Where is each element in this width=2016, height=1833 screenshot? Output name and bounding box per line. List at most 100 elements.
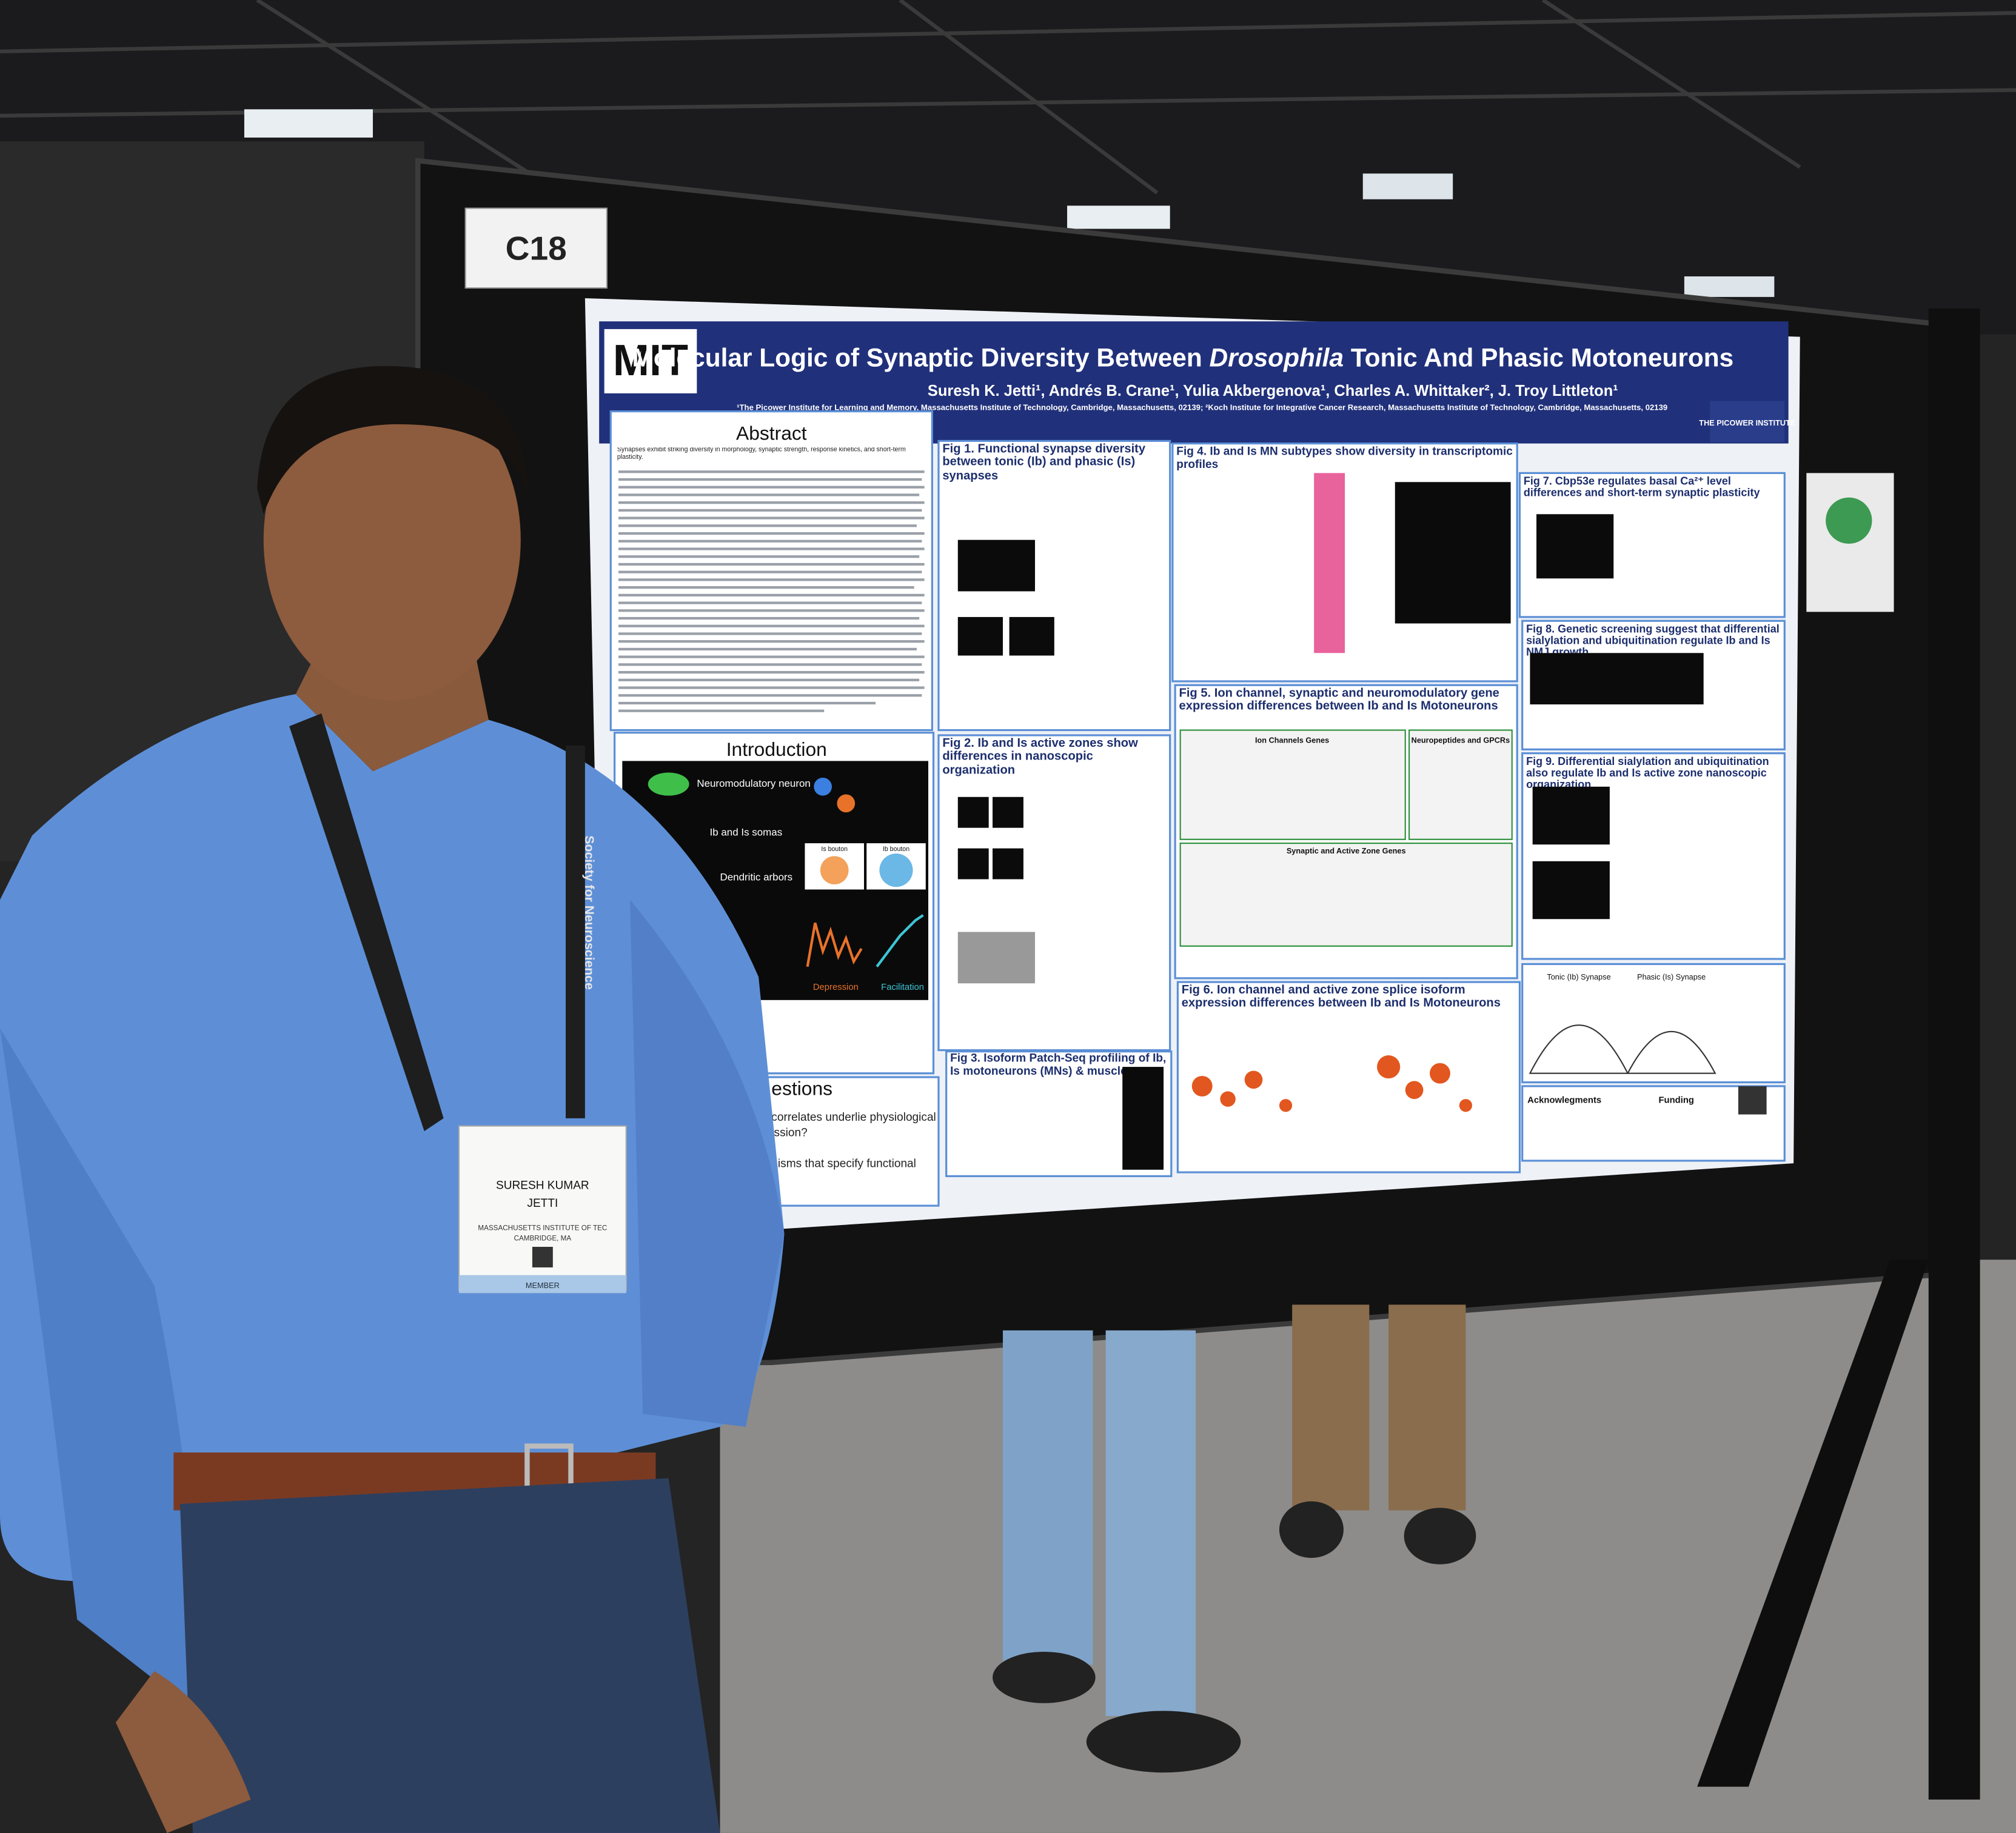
intro-label: Ib and Is somas bbox=[710, 826, 783, 838]
fig-title-box: Fig 6. Ion channel and active zone splic… bbox=[1181, 984, 1501, 1011]
soma bbox=[814, 777, 832, 796]
poster-authors: Suresh K. Jetti¹, Andrés B. Crane¹, Yuli… bbox=[928, 382, 1618, 399]
fig-title-box: Fig 5. Ion channel, synaptic and neuromo… bbox=[1179, 687, 1499, 714]
abstract-text: Synapses exhibit striking diversity in m… bbox=[617, 447, 906, 461]
synapse-drawing bbox=[1529, 1024, 1629, 1074]
figure-title: Fig 6. Ion channel and active zone splic… bbox=[1181, 984, 1501, 1011]
fig-title-box: Fig 9. Differential sialylation and ubiq… bbox=[1526, 755, 1769, 790]
intro-label: Dendritic arbors bbox=[720, 872, 793, 883]
neuron-cell bbox=[648, 772, 689, 796]
question-line: correlates underlie physiological bbox=[771, 1111, 936, 1124]
jeans bbox=[179, 1478, 720, 1833]
intro-label: Depression bbox=[813, 983, 859, 992]
fig-title-box: Fig 1. Functional synapse diversity betw… bbox=[942, 443, 1146, 483]
figure-title: Fig 8. Genetic screening suggest that di… bbox=[1526, 623, 1780, 657]
side-card-icon bbox=[1826, 497, 1872, 544]
section-heading: Acknowlegments bbox=[1527, 1095, 1601, 1105]
shirt-sleeve bbox=[630, 900, 785, 1427]
figure-title: Fig 1. Functional synapse diversity betw… bbox=[942, 443, 1146, 483]
figure-title: Fig 7. Cbp53e regulates basal Ca²⁺ level… bbox=[1523, 475, 1760, 499]
poster-affiliations: ¹The Picower Institute for Learning and … bbox=[737, 403, 1668, 413]
figure-title: Fig 9. Differential sialylation and ubiq… bbox=[1526, 755, 1769, 790]
heatmap bbox=[1314, 473, 1345, 653]
section-heading: Abstract bbox=[736, 422, 807, 444]
poster: MIT Molecular Logic of Synaptic Diversit… bbox=[584, 298, 1800, 1241]
board-leg bbox=[1697, 1260, 1929, 1787]
shirt-sleeve bbox=[0, 1028, 196, 1710]
title-part: Molecular Logic of Synaptic Diversity Be… bbox=[632, 343, 1210, 372]
badge-name: SURESH KUMAR bbox=[496, 1180, 589, 1192]
intro-label: Ib bouton bbox=[883, 846, 909, 853]
depression-trace bbox=[806, 923, 863, 967]
figure-panel bbox=[1176, 981, 1521, 1174]
figure-title: Fig 2. Ib and Is active zones show diffe… bbox=[942, 738, 1138, 777]
soma bbox=[837, 794, 856, 813]
lanyard-text: Society for Neuroscience bbox=[582, 835, 596, 990]
microscopy-images bbox=[957, 482, 1704, 1170]
badge-institution: CAMBRIDGE, MA bbox=[514, 1234, 572, 1242]
section-heading: Funding bbox=[1658, 1095, 1693, 1105]
synapse-schematic-panel bbox=[1521, 963, 1786, 1084]
abstract-text-lines bbox=[618, 470, 925, 712]
em-image bbox=[957, 932, 1036, 984]
ceiling-light bbox=[1684, 276, 1775, 297]
ceiling-light bbox=[1362, 173, 1453, 199]
fig-title-box: Fig 3. Isoform Patch-Seq profiling of Ib… bbox=[950, 1052, 1167, 1077]
figure-title: Fig 4. Ib and Is MN subtypes show divers… bbox=[1176, 446, 1513, 470]
mit-logo: MIT bbox=[613, 336, 688, 385]
hand bbox=[115, 1671, 251, 1833]
affiliations-box: ¹The Picower Institute for Learning and … bbox=[737, 403, 1668, 413]
badge-qr bbox=[532, 1246, 553, 1267]
bubble-plot bbox=[1191, 1055, 1473, 1112]
poster-title: Molecular Logic of Synaptic Diversity Be… bbox=[632, 343, 1734, 372]
qr-code bbox=[1738, 1086, 1767, 1115]
background-person bbox=[993, 1304, 1476, 1773]
booth-number: C18 bbox=[506, 229, 567, 267]
fig-title-box: Fig 4. Ib and Is MN subtypes show divers… bbox=[1176, 446, 1513, 470]
lanyard bbox=[566, 745, 585, 1118]
facilitation-trace bbox=[876, 914, 924, 967]
board-post bbox=[1928, 308, 1980, 1800]
hair bbox=[257, 366, 530, 515]
badge-institution: MASSACHUSETTS INSTITUTE OF TEC bbox=[478, 1224, 607, 1232]
lanyard bbox=[289, 713, 444, 1132]
panel-label: Ion Channels Genes bbox=[1255, 736, 1329, 745]
section-heading: estions bbox=[771, 1078, 832, 1100]
ib-bouton bbox=[879, 853, 913, 887]
ceiling-light bbox=[244, 109, 373, 138]
section-heading: Introduction bbox=[726, 738, 827, 760]
booth-sign bbox=[464, 207, 608, 289]
badge-name: JETTI bbox=[527, 1197, 558, 1210]
intro-label: Facilitation bbox=[881, 983, 924, 992]
schematic-label: Tonic (Ib) Synapse bbox=[1547, 972, 1610, 981]
schematic-label: Phasic (Is) Synapse bbox=[1637, 972, 1706, 981]
question-line: ission? bbox=[771, 1127, 807, 1140]
abstract-opening-box: Synapses exhibit striking diversity in m… bbox=[617, 447, 906, 461]
is-bouton bbox=[820, 856, 849, 884]
blue-shirt bbox=[0, 694, 785, 1581]
figure-panel bbox=[937, 734, 1171, 1052]
picower-logo: THE PICOWER INSTITUTE bbox=[1699, 418, 1795, 427]
fig-title-box: Fig 7. Cbp53e regulates basal Ca²⁺ level… bbox=[1523, 475, 1760, 499]
panel-label: Neuropeptides and GPCRs bbox=[1412, 736, 1510, 745]
face bbox=[263, 379, 521, 701]
intro-label: Is bouton bbox=[821, 846, 848, 853]
synapse-drawing bbox=[1626, 1030, 1716, 1074]
panel-label: Synaptic and Active Zone Genes bbox=[1287, 846, 1406, 855]
badge-status: MEMBER bbox=[526, 1281, 560, 1290]
ceiling-light bbox=[1067, 205, 1170, 229]
question-line: nisms that specify functional bbox=[771, 1158, 916, 1170]
mit-logo-box bbox=[604, 329, 697, 393]
fig5-subpanels bbox=[1179, 729, 1513, 947]
title-part: Drosophila bbox=[1210, 343, 1344, 372]
figure-title: Fig 3. Isoform Patch-Seq profiling of Ib… bbox=[950, 1052, 1167, 1077]
badge-strip bbox=[459, 1275, 626, 1294]
fig-title-box: Fig 8. Genetic screening suggest that di… bbox=[1526, 623, 1780, 657]
title-part: Tonic And Phasic Motoneurons bbox=[1344, 343, 1733, 372]
intro-label: Neuromodulatory neuron bbox=[697, 778, 811, 789]
figure-title: Fig 5. Ion channel, synaptic and neuromo… bbox=[1179, 687, 1499, 714]
fig-title-box: Fig 2. Ib and Is active zones show diffe… bbox=[942, 738, 1138, 777]
picower-logo-box bbox=[1710, 401, 1785, 442]
